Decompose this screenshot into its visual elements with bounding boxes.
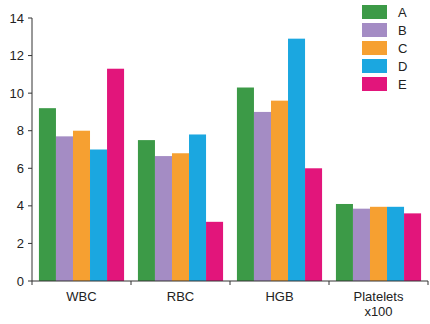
bar: [206, 222, 223, 281]
y-tick-label: 8: [17, 123, 24, 138]
y-tick: [28, 55, 32, 56]
x-tick-label-line: RBC: [167, 289, 194, 304]
y-tick-label: 10: [10, 86, 24, 101]
x-tick-label-line: x100: [364, 304, 392, 319]
bar: [305, 168, 322, 281]
bar: [39, 108, 56, 281]
bar: [172, 153, 189, 281]
x-tick-label-line: WBC: [66, 289, 96, 304]
x-tick-label: WBC: [66, 289, 96, 304]
bar: [56, 136, 73, 281]
y-tick-label: 12: [10, 48, 24, 63]
x-band-tick: [329, 281, 330, 285]
x-band-tick: [428, 281, 429, 285]
y-tick: [28, 205, 32, 206]
x-tick-label-line: HGB: [265, 289, 293, 304]
legend-label: B: [398, 23, 407, 38]
y-tick-label: 0: [17, 274, 24, 289]
y-tick: [28, 168, 32, 169]
bar: [73, 131, 90, 281]
y-tick: [28, 18, 32, 19]
x-tick-label: Plateletsx100: [354, 289, 404, 319]
legend-swatch: [362, 23, 387, 37]
legend-label: C: [398, 41, 407, 56]
x-tick-label: HGB: [265, 289, 293, 304]
bar: [353, 209, 370, 281]
y-tick-label: 14: [10, 11, 24, 26]
bar: [237, 88, 254, 281]
x-band-tick: [131, 281, 132, 285]
bar: [138, 140, 155, 281]
legend-swatch: [362, 5, 387, 19]
legend: ABCDE: [362, 5, 407, 92]
bar: [288, 39, 305, 281]
bar: [271, 101, 288, 281]
y-tick: [28, 93, 32, 94]
x-band-tick: [32, 281, 33, 285]
bar: [254, 112, 271, 281]
y-tick-label: 6: [17, 161, 24, 176]
y-tick-label: 2: [17, 236, 24, 251]
bar: [189, 134, 206, 281]
legend-label: A: [398, 5, 407, 20]
legend-label: E: [398, 77, 407, 92]
bar: [370, 207, 387, 281]
legend-swatch: [362, 59, 387, 73]
legend-swatch: [362, 41, 387, 55]
y-axis: [32, 18, 33, 281]
y-tick-label: 4: [17, 198, 24, 213]
x-tick-label-line: Platelets: [354, 289, 404, 304]
bar: [336, 204, 353, 281]
bars: [39, 39, 421, 281]
legend-label: D: [398, 59, 407, 74]
x-tick-label: RBC: [167, 289, 194, 304]
bar: [387, 207, 404, 281]
bar: [155, 156, 172, 281]
legend-swatch: [362, 77, 387, 91]
y-tick: [28, 243, 32, 244]
bar: [107, 69, 124, 281]
bar: [90, 150, 107, 282]
y-tick: [28, 130, 32, 131]
bar: [404, 213, 421, 281]
chart: 0 2 4 6 8 10 12 14 WBC RBC HGB Plateletsx100 ABCDE: [0, 0, 430, 324]
y-tick: [28, 281, 32, 282]
x-band-tick: [230, 281, 231, 285]
